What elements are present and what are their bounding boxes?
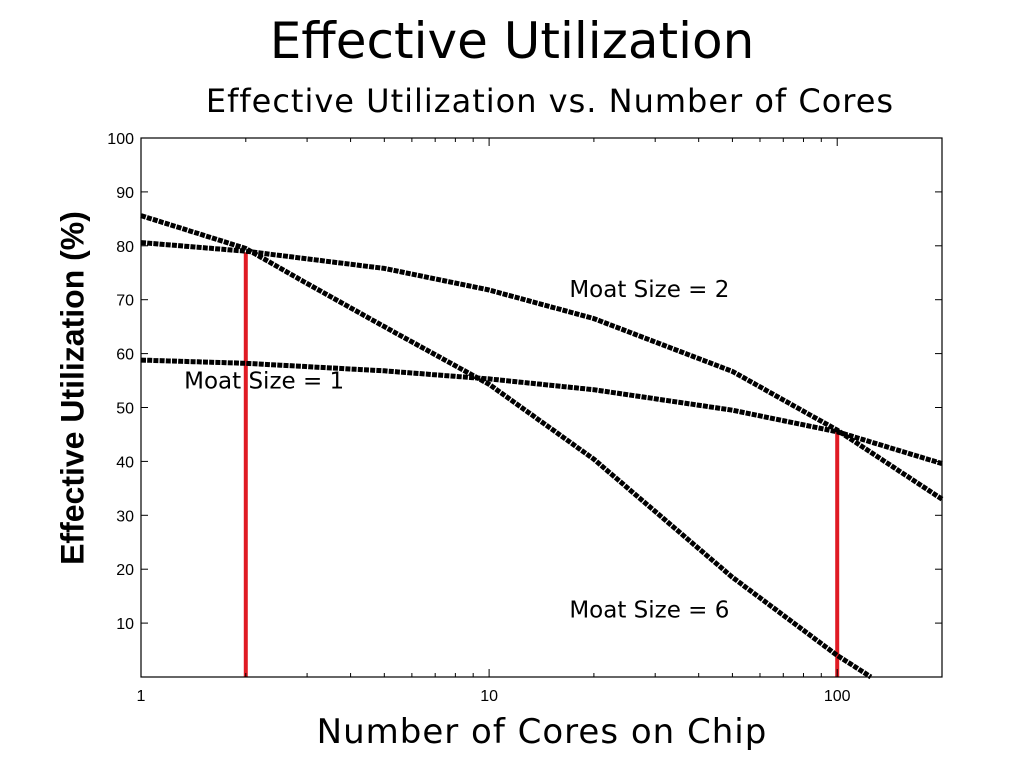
y-tick-label: 70 [116, 293, 134, 310]
annotation-moat-size-2: Moat Size = 2 [569, 277, 729, 303]
annotation-moat-size-1: Moat Size = 1 [184, 369, 344, 395]
y-tick-label: 40 [116, 454, 134, 471]
x-axis-label: Number of Cores on Chip [316, 712, 768, 752]
x-tick-label: 100 [824, 688, 851, 705]
annotation-moat-size-6: Moat Size = 6 [569, 598, 729, 624]
y-tick-label: 60 [116, 347, 134, 364]
annotations: Moat Size = 2 Moat Size = 1 Moat Size = 6 [184, 277, 729, 624]
y-tick-label: 100 [107, 131, 134, 148]
y-tick-label: 50 [116, 401, 134, 418]
y-tick-label: 90 [116, 185, 134, 202]
y-tick-label: 30 [116, 508, 134, 525]
x-tick-label: 1 [137, 688, 146, 705]
series-line-moat-size-2 [140, 240, 944, 502]
y-tick-label: 10 [116, 616, 134, 633]
slide-title: Effective Utilization [269, 12, 755, 70]
series-line-moat-size-1 [140, 357, 943, 466]
plot-frame [140, 137, 943, 678]
reference-markers [243, 252, 840, 677]
x-tick-label: 10 [480, 688, 498, 705]
y-tick-label: 80 [116, 239, 134, 256]
series-line-moat-size-6 [140, 213, 873, 680]
chart-title: Effective Utilization vs. Number of Core… [205, 82, 895, 120]
y-tick-label: 20 [116, 562, 134, 579]
series-group [140, 213, 944, 680]
